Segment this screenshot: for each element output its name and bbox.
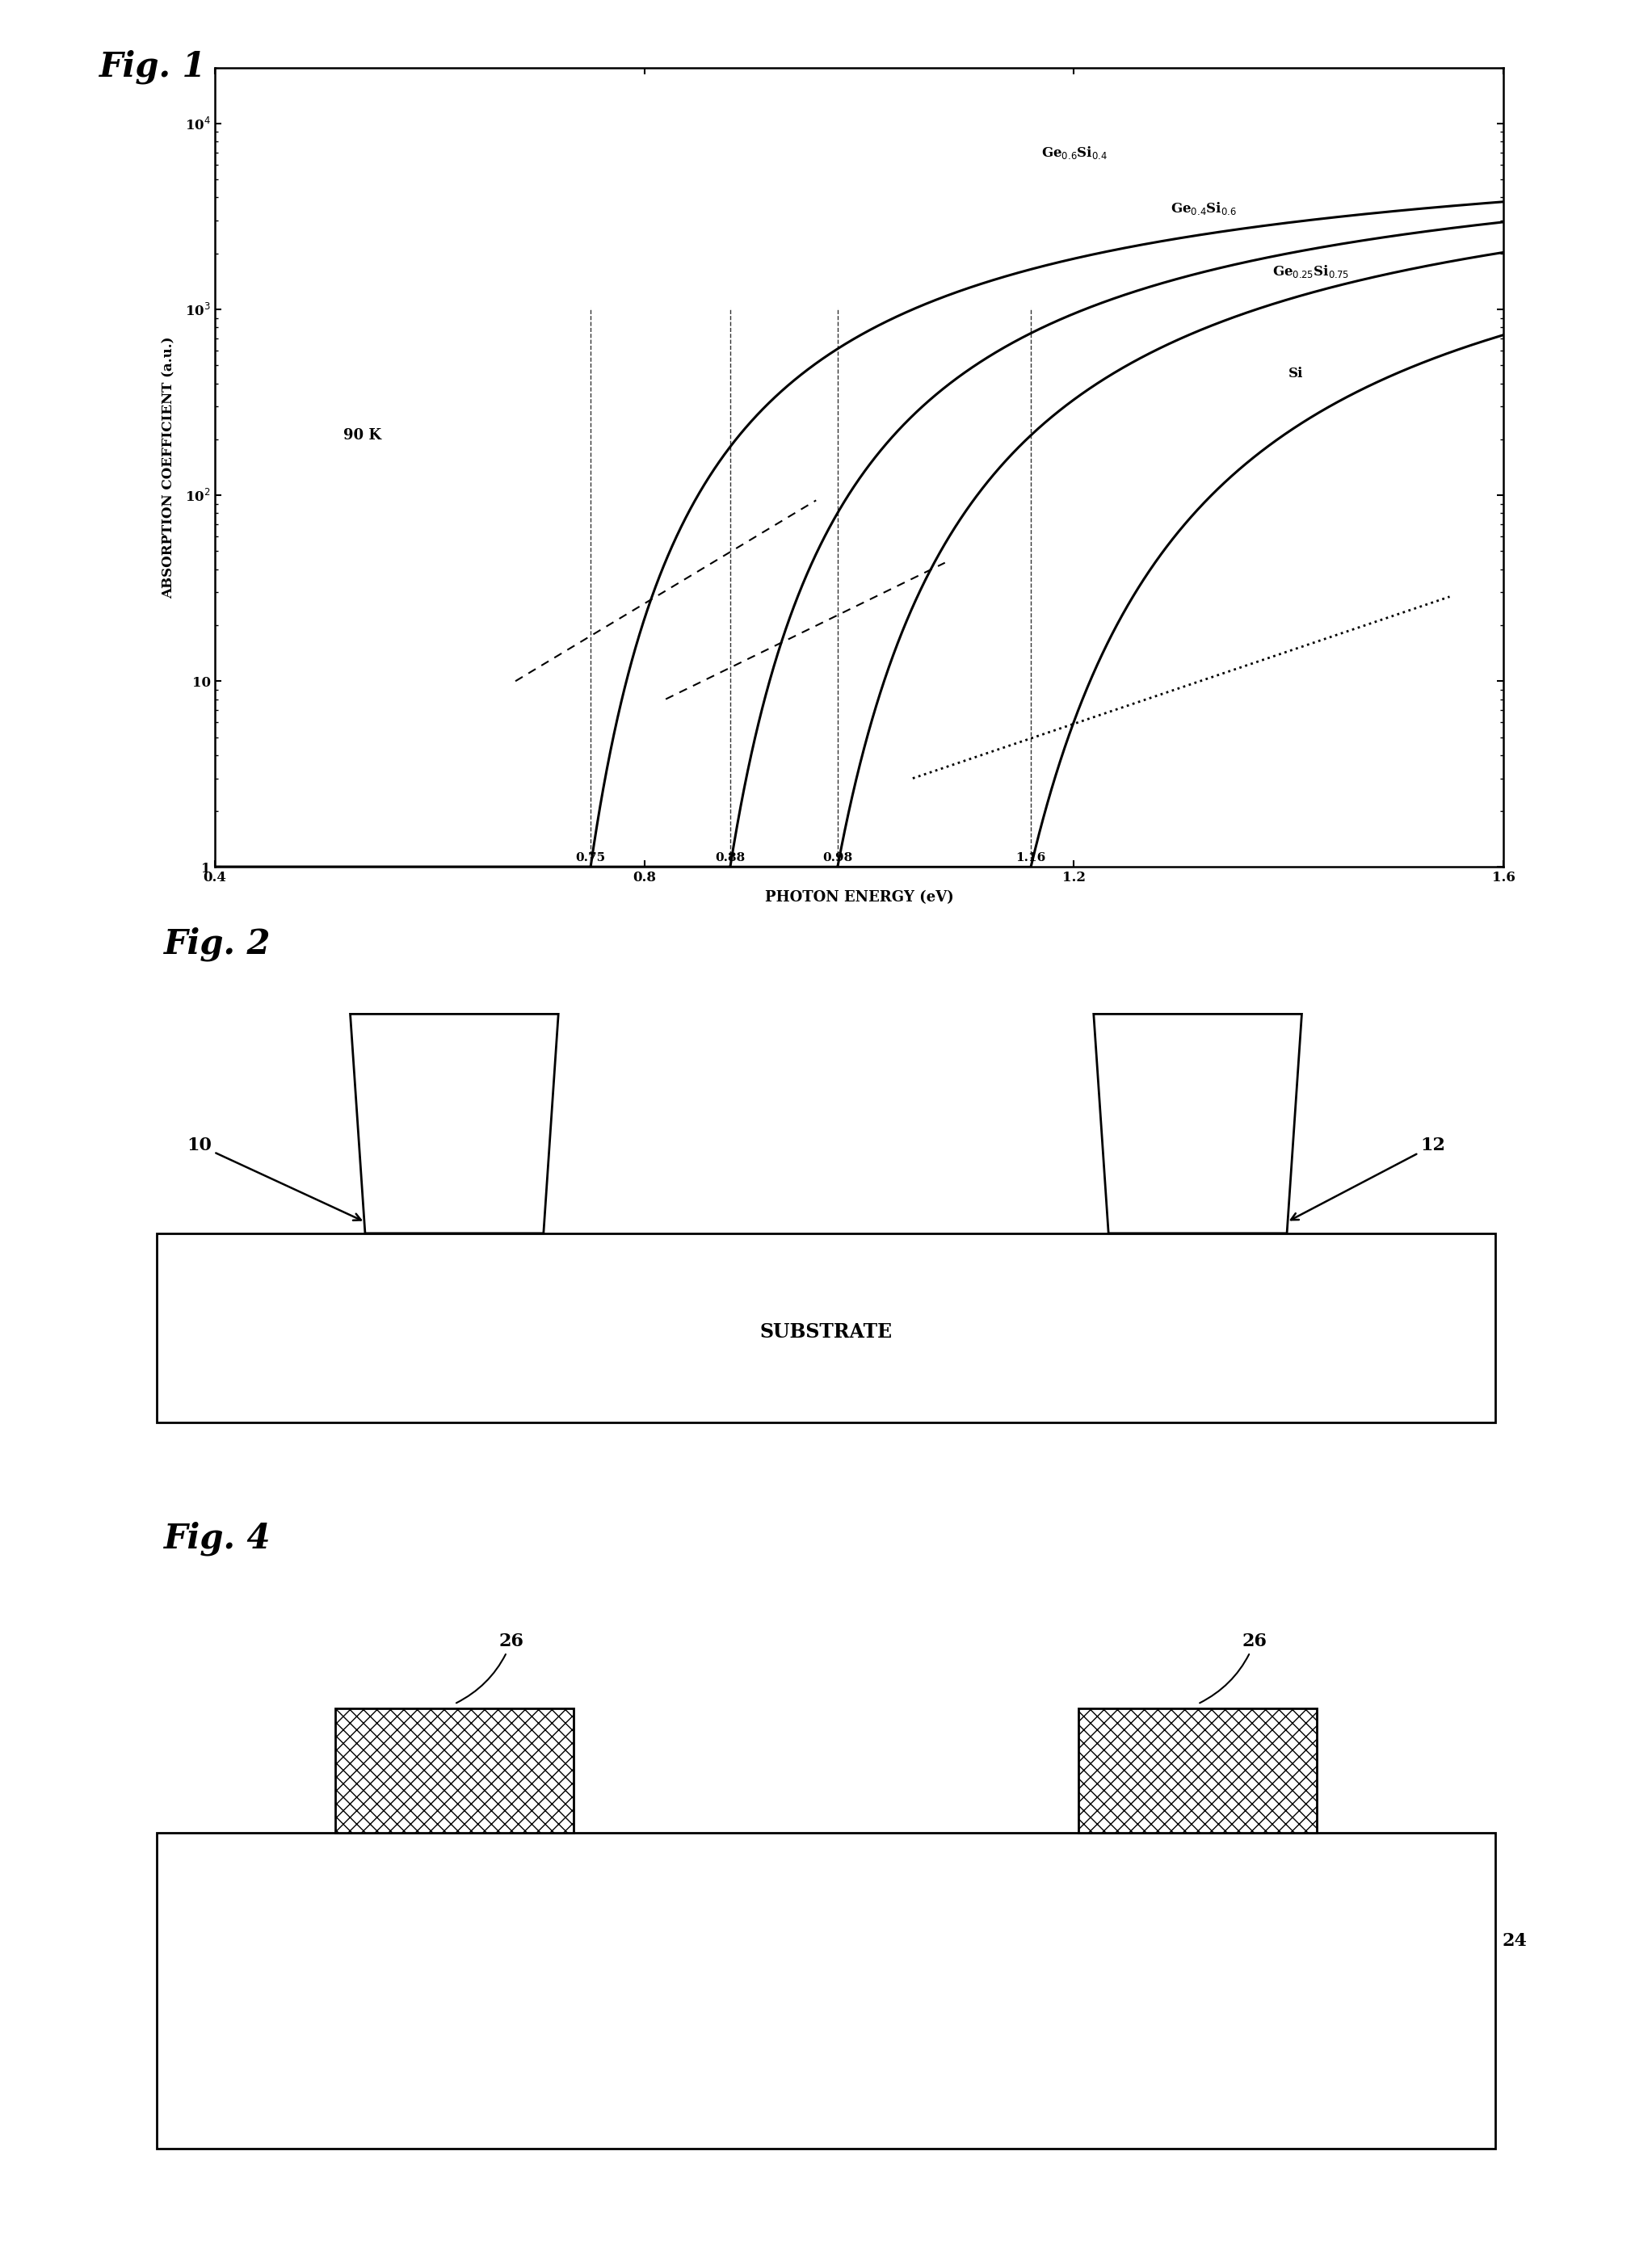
Text: 12: 12 [1290,1137,1446,1221]
Polygon shape [350,1013,558,1234]
Text: 1.16: 1.16 [1016,851,1046,863]
Text: 0.88: 0.88 [715,851,745,863]
Text: 90 K: 90 K [344,428,382,444]
Text: Fig. 1: Fig. 1 [99,50,206,83]
Polygon shape [1094,1013,1302,1234]
X-axis label: PHOTON ENERGY (eV): PHOTON ENERGY (eV) [765,890,953,905]
Text: Fig. 4: Fig. 4 [165,1522,271,1556]
Bar [335,1709,573,1833]
Text: Ge$_{0.4}$Si$_{0.6}$: Ge$_{0.4}$Si$_{0.6}$ [1170,200,1237,216]
Text: 0.75: 0.75 [575,851,606,863]
Bar [157,1833,1495,2148]
Text: 24: 24 [1503,1932,1528,1950]
Text: SUBSTRATE: SUBSTRATE [760,1322,892,1342]
Text: Si: Si [1289,367,1303,381]
Text: 10: 10 [187,1137,362,1221]
Text: Fig. 2: Fig. 2 [165,928,271,962]
Text: Ge$_{0.6}$Si$_{0.4}$: Ge$_{0.6}$Si$_{0.4}$ [1041,144,1108,160]
Text: 26: 26 [456,1633,524,1703]
Bar [157,1234,1495,1423]
Bar [1079,1709,1317,1833]
Text: 26: 26 [1199,1633,1267,1703]
Y-axis label: ABSORPTION COEFFICIENT (a.u.): ABSORPTION COEFFICIENT (a.u.) [162,336,177,599]
Text: Ge$_{0.25}$Si$_{0.75}$: Ge$_{0.25}$Si$_{0.75}$ [1272,263,1350,279]
Text: 0.98: 0.98 [823,851,852,863]
